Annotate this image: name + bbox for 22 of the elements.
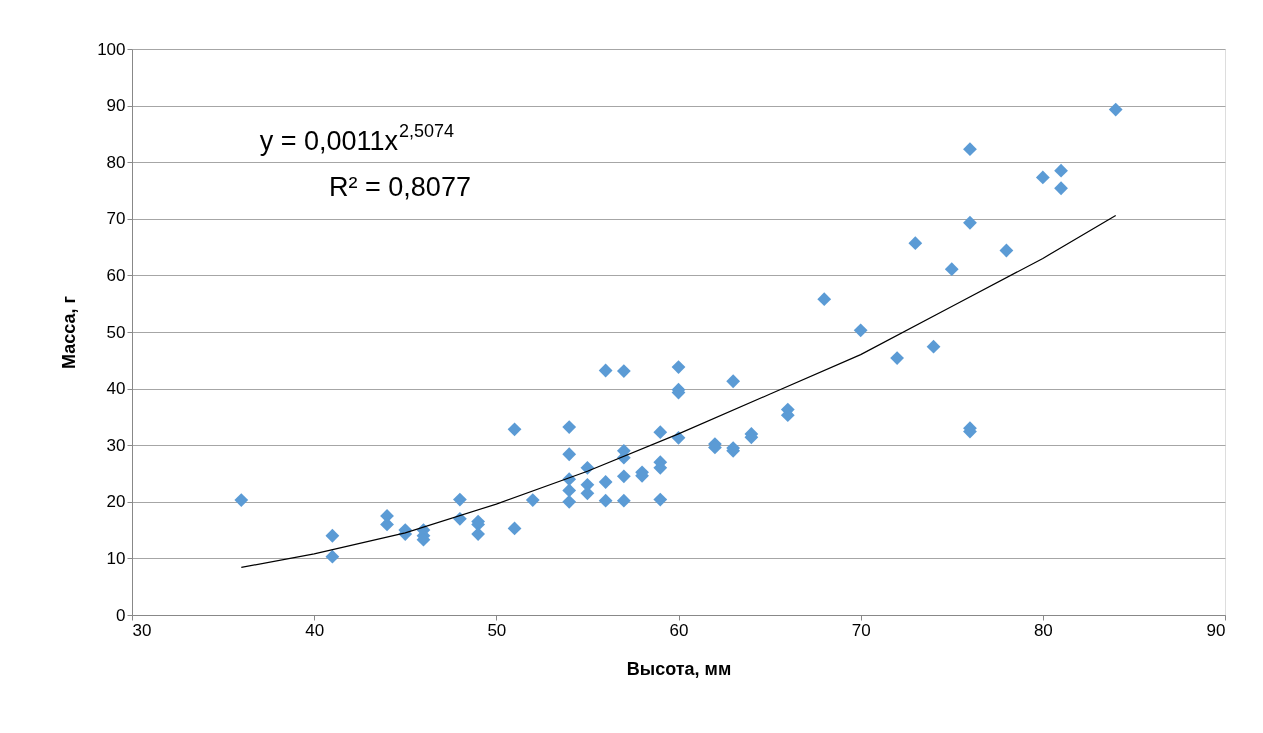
y-tick-label: 40 bbox=[106, 379, 126, 399]
x-tick-label: 60 bbox=[669, 620, 689, 640]
x-tick-label: 40 bbox=[305, 620, 325, 640]
x-tick-label: 50 bbox=[487, 620, 507, 640]
annotation: R² = 0,8077 bbox=[329, 172, 471, 202]
x-tick-label: 90 bbox=[1206, 620, 1226, 640]
y-tick-label: 50 bbox=[106, 322, 126, 342]
y-tick-label: 90 bbox=[106, 96, 126, 116]
y-tick-label: 100 bbox=[97, 39, 126, 59]
y-tick-label: 70 bbox=[106, 209, 126, 229]
y-tick-label: 0 bbox=[116, 605, 126, 625]
x-axis-title: Высота, мм bbox=[626, 658, 732, 679]
x-tick-label: 30 bbox=[132, 620, 152, 640]
x-tick-label: 80 bbox=[1033, 620, 1053, 640]
y-tick-label: 10 bbox=[106, 548, 126, 568]
line-series bbox=[240, 214, 1117, 569]
y-tick-label: 60 bbox=[106, 265, 126, 285]
y-tick-label: 30 bbox=[106, 435, 126, 455]
y-axis-title: Масса, г bbox=[59, 295, 80, 369]
y-tick-label: 80 bbox=[106, 152, 126, 172]
x-tick-label: 70 bbox=[851, 620, 871, 640]
y-tick-label: 20 bbox=[106, 492, 126, 512]
